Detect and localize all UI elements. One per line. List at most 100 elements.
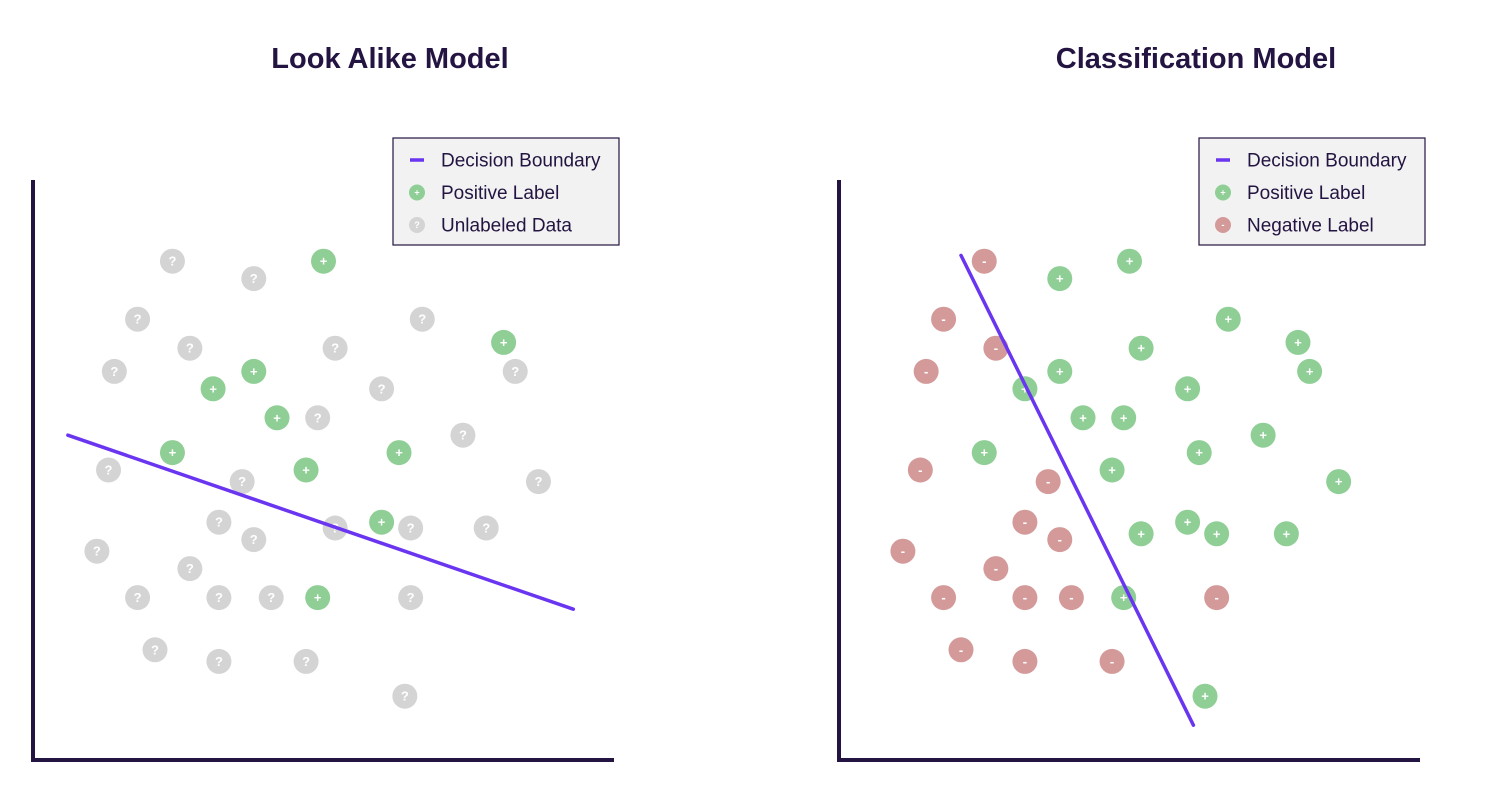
point-symbol: -	[1214, 590, 1218, 605]
point-marker	[1047, 527, 1073, 553]
point-unlabeled: ?	[84, 538, 110, 564]
point-marker	[913, 358, 939, 384]
point-symbol: ?	[151, 642, 159, 657]
point-symbol: -	[918, 463, 922, 478]
point-marker	[525, 469, 551, 495]
point-marker	[409, 306, 435, 332]
point-unlabeled: ?	[398, 585, 424, 611]
point-symbol: +	[273, 410, 281, 425]
point-marker	[890, 538, 916, 564]
point-symbol: +	[1137, 341, 1145, 356]
point-symbol: ?	[418, 312, 426, 327]
point-symbol: +	[169, 445, 177, 460]
point-positive: +	[293, 457, 319, 483]
point-marker	[293, 457, 319, 483]
point-symbol: +	[1056, 271, 1064, 286]
point-symbol: -	[1110, 654, 1114, 669]
point-unlabeled: ?	[322, 335, 348, 361]
legend-item-positive: + Positive Label	[1215, 183, 1365, 204]
point-unlabeled: ?	[177, 335, 203, 361]
point-negative: -	[1204, 585, 1230, 611]
point-positive: +	[1204, 521, 1230, 547]
point-negative: -	[1047, 527, 1073, 553]
legend-label: Unlabeled Data	[441, 216, 572, 237]
point-positive: +	[1273, 521, 1299, 547]
point-positive: +	[369, 509, 395, 535]
point-symbol: +	[250, 364, 258, 379]
point-positive: +	[491, 329, 517, 355]
point-negative: -	[890, 538, 916, 564]
point-negative: -	[1099, 648, 1125, 674]
legend: Decision Boundary + Positive Label - Negativ…	[1198, 137, 1426, 246]
point-unlabeled: ?	[125, 585, 151, 611]
point-symbol: -	[994, 561, 998, 576]
point-positive: +	[241, 358, 267, 384]
point-symbol: -	[1069, 590, 1073, 605]
point-positive: +	[305, 585, 331, 611]
point-symbol: ?	[238, 474, 246, 489]
point-marker	[1128, 521, 1154, 547]
point-negative: -	[1058, 585, 1084, 611]
point-unlabeled: ?	[159, 248, 185, 274]
point-positive: +	[1047, 358, 1073, 384]
point-symbol: -	[1023, 654, 1027, 669]
point-symbol: -	[982, 254, 986, 269]
point-symbol: ?	[134, 312, 142, 327]
point-marker	[142, 637, 168, 663]
point-positive: +	[1297, 358, 1323, 384]
point-unlabeled: ?	[258, 585, 284, 611]
point-marker	[1035, 469, 1061, 495]
legend-marker	[1215, 217, 1231, 233]
point-symbol: -	[924, 364, 928, 379]
point-negative: -	[931, 306, 957, 332]
point-marker	[450, 422, 476, 448]
point-marker	[1117, 248, 1142, 274]
point-marker	[206, 648, 232, 674]
point-symbol: +	[1056, 364, 1064, 379]
point-symbol: +	[1137, 526, 1145, 541]
point-symbol: +	[1184, 381, 1192, 396]
point-symbol: +	[1079, 410, 1087, 425]
point-symbol: +	[1120, 590, 1128, 605]
point-symbol: ?	[110, 364, 118, 379]
point-symbol: ?	[215, 590, 223, 605]
point-unlabeled: ?	[125, 306, 151, 332]
point-symbol: +	[1283, 526, 1291, 541]
point-negative: -	[948, 637, 974, 663]
point-symbol: ?	[482, 521, 490, 536]
panel-classification: Classification Model - + + - + + - + - + + + + + + + + + - +…	[837, 43, 1426, 762]
decision-boundary-line	[959, 253, 1196, 727]
legend-label: Positive Label	[441, 183, 559, 204]
point-symbol: ?	[186, 341, 194, 356]
point-symbol: +	[209, 381, 217, 396]
point-positive: +	[1250, 422, 1276, 448]
point-unlabeled: ?	[369, 376, 395, 402]
point-marker	[931, 306, 957, 332]
point-positive: +	[1070, 405, 1096, 431]
point-symbol: +	[1224, 312, 1232, 327]
legend-marker-symbol: ?	[414, 220, 420, 230]
point-positive: +	[1175, 376, 1201, 402]
point-marker	[369, 509, 395, 535]
point-unlabeled: ?	[142, 637, 168, 663]
point-positive: +	[1215, 306, 1241, 332]
point-positive: +	[159, 440, 185, 466]
point-symbol: ?	[215, 654, 223, 669]
point-positive: +	[1111, 585, 1137, 611]
point-marker	[948, 637, 974, 663]
point-symbol: +	[1108, 463, 1116, 478]
point-marker	[502, 358, 528, 384]
point-positive: +	[264, 405, 290, 431]
legend-marker	[1215, 184, 1231, 201]
point-symbol: ?	[134, 590, 142, 605]
point-marker	[241, 266, 267, 292]
point-marker	[311, 248, 336, 274]
point-positive: +	[971, 440, 997, 466]
point-positive: +	[386, 440, 412, 466]
point-marker	[983, 556, 1009, 582]
point-marker	[177, 335, 203, 361]
point-marker	[1297, 358, 1323, 384]
point-marker	[369, 376, 395, 402]
point-symbol: +	[1213, 526, 1221, 541]
legend-marker-symbol: +	[1220, 188, 1225, 198]
